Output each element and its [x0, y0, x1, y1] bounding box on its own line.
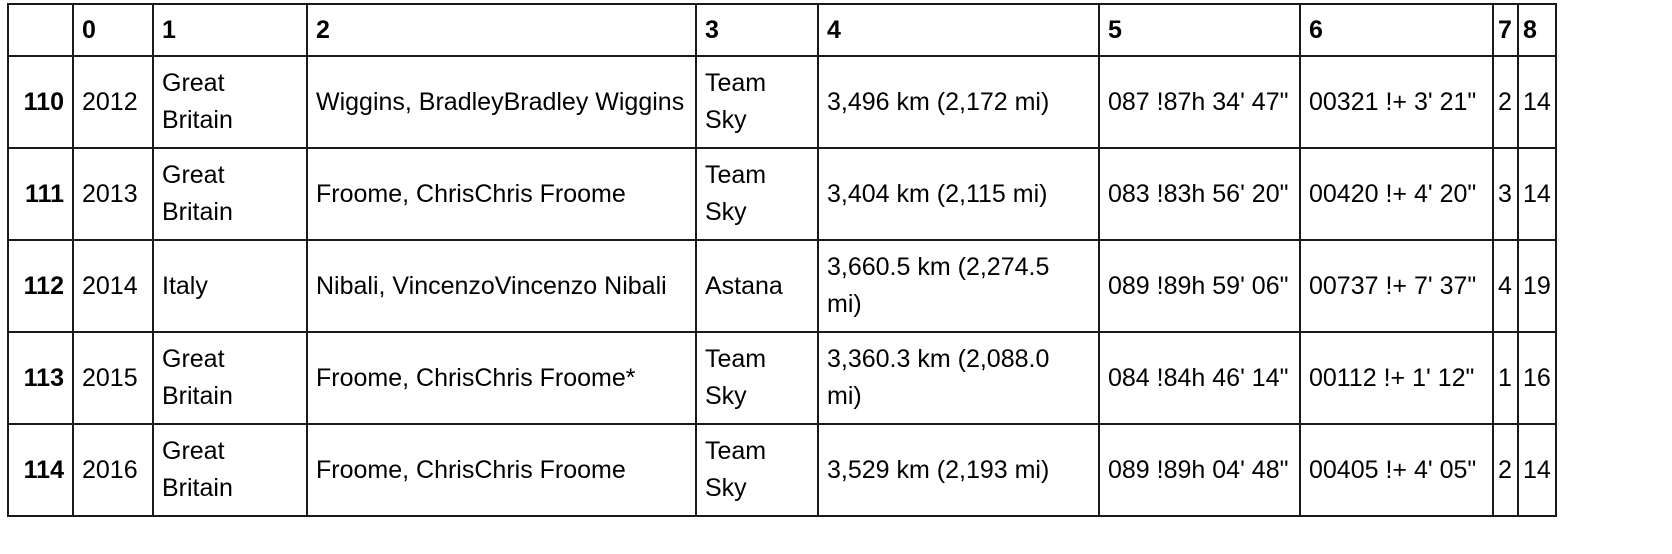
- table-cell: 2014: [72, 239, 154, 333]
- column-header: 6: [1299, 3, 1494, 57]
- table-cell: 3,496 km (2,172 mi): [817, 55, 1100, 149]
- table-cell: 2012: [72, 55, 154, 149]
- table-cell: 00420 !+ 4' 20": [1299, 147, 1494, 241]
- table-cell: 087 !87h 34' 47": [1098, 55, 1301, 149]
- table-cell: 2: [1492, 423, 1519, 517]
- table-cell: 00405 !+ 4' 05": [1299, 423, 1494, 517]
- column-header: 3: [695, 3, 819, 57]
- table-cell: 1: [1492, 331, 1519, 425]
- dataframe-table: 0 1 2 3 4 5 6 7 8 110 2012 Great Britain…: [7, 3, 1557, 517]
- table-cell: Great Britain: [152, 331, 308, 425]
- row-index: 110: [7, 55, 74, 149]
- table-cell: 089 !89h 04' 48": [1098, 423, 1301, 517]
- header-row: 0 1 2 3 4 5 6 7 8: [7, 3, 1557, 57]
- table-cell: 2016: [72, 423, 154, 517]
- table-cell: 4: [1492, 239, 1519, 333]
- column-header: 7: [1492, 3, 1519, 57]
- table-row: 112 2014 Italy Nibali, VincenzoVincenzo …: [7, 239, 1557, 333]
- table-cell: 19: [1517, 239, 1557, 333]
- table-cell: 3,404 km (2,115 mi): [817, 147, 1100, 241]
- table-cell: Italy: [152, 239, 308, 333]
- table-cell: Team Sky: [695, 55, 819, 149]
- table-cell: Froome, ChrisChris Froome: [306, 423, 697, 517]
- column-header: 4: [817, 3, 1100, 57]
- row-index: 114: [7, 423, 74, 517]
- table-cell: Wiggins, BradleyBradley Wiggins: [306, 55, 697, 149]
- table-cell: Great Britain: [152, 147, 308, 241]
- column-header: 8: [1517, 3, 1557, 57]
- table-row: 113 2015 Great Britain Froome, ChrisChri…: [7, 331, 1557, 425]
- table-cell: Great Britain: [152, 55, 308, 149]
- table-cell: 3,660.5 km (2,274.5 mi): [817, 239, 1100, 333]
- table-cell: 14: [1517, 147, 1557, 241]
- table-cell: 16: [1517, 331, 1557, 425]
- column-header-index: [7, 3, 74, 57]
- table-cell: 3,529 km (2,193 mi): [817, 423, 1100, 517]
- table-cell: 089 !89h 59' 06": [1098, 239, 1301, 333]
- row-index: 111: [7, 147, 74, 241]
- table-cell: 00112 !+ 1' 12": [1299, 331, 1494, 425]
- table-cell: 14: [1517, 423, 1557, 517]
- column-header: 0: [72, 3, 154, 57]
- column-header: 5: [1098, 3, 1301, 57]
- table-cell: Team Sky: [695, 423, 819, 517]
- row-index: 112: [7, 239, 74, 333]
- table-cell: 00737 !+ 7' 37": [1299, 239, 1494, 333]
- table-row: 110 2012 Great Britain Wiggins, BradleyB…: [7, 55, 1557, 149]
- table-cell: Froome, ChrisChris Froome: [306, 147, 697, 241]
- table-cell: 2015: [72, 331, 154, 425]
- table-cell: Team Sky: [695, 331, 819, 425]
- table-cell: 2: [1492, 55, 1519, 149]
- table-row: 111 2013 Great Britain Froome, ChrisChri…: [7, 147, 1557, 241]
- table-cell: Nibali, VincenzoVincenzo Nibali: [306, 239, 697, 333]
- table-cell: 083 !83h 56' 20": [1098, 147, 1301, 241]
- table-cell: Great Britain: [152, 423, 308, 517]
- column-header: 1: [152, 3, 308, 57]
- dataframe-container: 0 1 2 3 4 5 6 7 8 110 2012 Great Britain…: [7, 3, 1557, 517]
- table-cell: 14: [1517, 55, 1557, 149]
- table-cell: 3,360.3 km (2,088.0 mi): [817, 331, 1100, 425]
- table-cell: 00321 !+ 3' 21": [1299, 55, 1494, 149]
- column-header: 2: [306, 3, 697, 57]
- table-cell: Astana: [695, 239, 819, 333]
- table-row: 114 2016 Great Britain Froome, ChrisChri…: [7, 423, 1557, 517]
- table-cell: 3: [1492, 147, 1519, 241]
- table-cell: Team Sky: [695, 147, 819, 241]
- table-cell: 084 !84h 46' 14": [1098, 331, 1301, 425]
- row-index: 113: [7, 331, 74, 425]
- table-cell: 2013: [72, 147, 154, 241]
- table-cell: Froome, ChrisChris Froome*: [306, 331, 697, 425]
